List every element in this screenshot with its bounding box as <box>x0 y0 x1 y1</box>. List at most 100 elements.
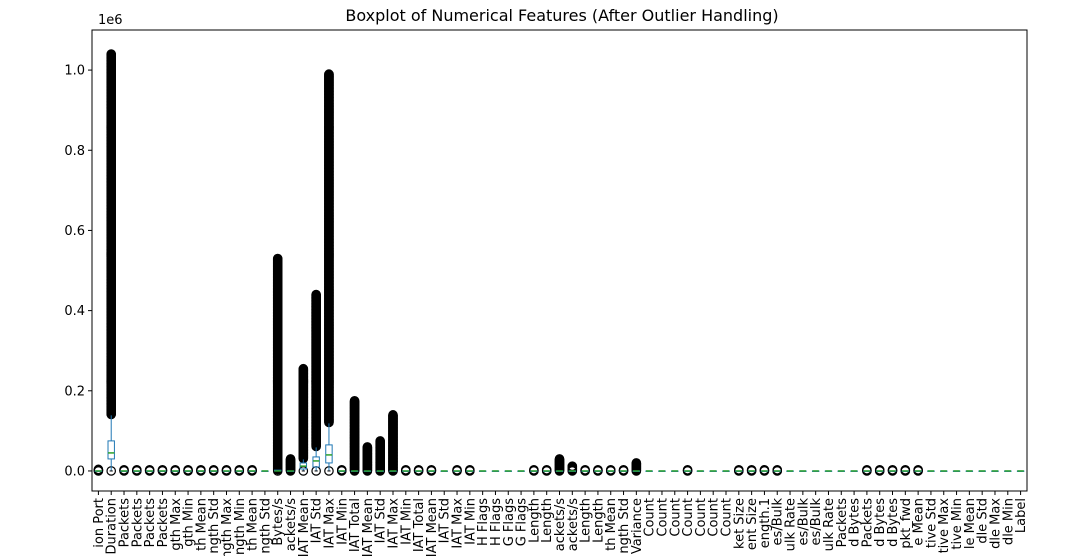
flier-point <box>375 436 385 446</box>
box-61 <box>874 464 885 476</box>
x-tick-label: Bytes/s <box>271 498 286 546</box>
flier-point <box>388 466 398 476</box>
x-tick-label: Packets <box>860 498 875 548</box>
flier-point <box>144 466 155 476</box>
box-24 <box>401 464 411 476</box>
x-tick-label: gth Max <box>169 498 184 551</box>
x-tick-label: H Flags <box>476 498 491 546</box>
box-13 <box>261 470 269 472</box>
box-59 <box>850 470 858 472</box>
x-tick-label: ngth Std <box>207 498 222 554</box>
x-tick-label: IAT Max <box>386 498 401 549</box>
flier-point <box>196 466 206 476</box>
box-11 <box>234 464 245 476</box>
flier-point <box>388 410 398 420</box>
flier-point <box>349 396 360 406</box>
x-tick-label: Length <box>591 498 606 543</box>
box-12 <box>247 464 257 476</box>
flier-point <box>567 466 578 476</box>
box-31 <box>491 470 500 472</box>
flier-point <box>93 466 104 476</box>
x-tick-label: Length <box>527 498 542 543</box>
box-70 <box>991 470 999 472</box>
box-17 <box>311 289 321 476</box>
flier-point <box>734 466 744 476</box>
x-tick-label: ackets/s <box>553 498 568 551</box>
box-29 <box>465 464 475 476</box>
box-40 <box>605 464 616 476</box>
flier-point <box>208 466 219 476</box>
x-tick-label: es/Bulk <box>809 498 824 546</box>
x-tick-label: th Mean <box>604 498 619 551</box>
x-tick-label: IAT Min <box>335 498 350 545</box>
box-30 <box>478 470 487 472</box>
box-2 <box>119 464 129 476</box>
x-tick-label: Count <box>681 498 696 537</box>
x-tick-label: ulk Rate <box>784 498 799 551</box>
box-67 <box>952 470 961 472</box>
flier-point <box>862 466 872 476</box>
x-tick-label: Packets <box>130 498 145 548</box>
y-tick-label: 0.4 <box>64 304 85 319</box>
flier-point <box>362 442 373 452</box>
box-48 <box>709 470 717 472</box>
box-14 <box>272 253 283 476</box>
x-tick-label: ackets/s <box>566 498 581 551</box>
box-56 <box>811 470 820 472</box>
box-57 <box>824 470 833 472</box>
box-51 <box>746 464 757 476</box>
flier-point <box>465 466 475 476</box>
box-37 <box>567 461 578 476</box>
x-tick-label: Packets <box>835 498 850 548</box>
box-8 <box>196 464 206 476</box>
x-tick-label: d Bytes <box>848 498 863 547</box>
flier-point <box>426 466 437 476</box>
flier-point <box>413 466 424 476</box>
box-7 <box>183 464 193 476</box>
box-6 <box>170 464 181 476</box>
flier-point <box>285 454 296 464</box>
x-tick-label: IAT Std <box>374 498 389 543</box>
box-35 <box>541 464 552 476</box>
flier-point <box>554 466 565 476</box>
flier-point <box>106 49 117 59</box>
box-38 <box>580 464 590 476</box>
flier-point <box>631 466 642 476</box>
box-body <box>325 444 333 464</box>
flier-point <box>170 466 181 476</box>
flier-point <box>580 466 590 476</box>
box-3 <box>132 464 142 476</box>
x-tick-label: es/Bulk <box>796 498 811 546</box>
x-tick-label: Count <box>694 498 709 537</box>
x-tick-label: ngth Std <box>617 498 632 554</box>
x-tick-label: Count <box>655 498 670 537</box>
flier-point <box>157 466 168 476</box>
box-50 <box>734 464 744 476</box>
y-tick-label: 1.0 <box>64 64 85 79</box>
x-tick-label: tive Min <box>950 498 965 550</box>
x-tick-label: IAT Mean <box>425 498 440 556</box>
y-tick-label: 0.6 <box>64 224 85 239</box>
box-69 <box>978 470 986 472</box>
box-72 <box>1016 470 1025 472</box>
flier-point <box>900 466 911 476</box>
box-23 <box>388 410 398 476</box>
box-41 <box>618 464 629 476</box>
box-series <box>93 49 1025 476</box>
x-tick-label: dle Max <box>988 498 1003 549</box>
x-tick-label: ackets/s <box>284 498 299 551</box>
box-0 <box>93 464 104 476</box>
box-21 <box>362 442 373 476</box>
x-tick-label: IAT Max <box>451 498 466 549</box>
x-tick-label: IAT Mean <box>361 498 376 556</box>
x-tick-label: Count <box>643 498 658 537</box>
flier-point <box>554 454 565 464</box>
flier-point <box>119 466 129 476</box>
x-tick-label: Length <box>540 498 555 543</box>
x-tick-label: e Mean <box>912 498 927 546</box>
y-tick-label: 0.2 <box>64 384 85 399</box>
y-axis-offset-label: 1e6 <box>98 13 123 28</box>
box-43 <box>645 470 653 472</box>
box-5 <box>157 464 168 476</box>
x-tick-label: th Mean <box>246 498 261 551</box>
